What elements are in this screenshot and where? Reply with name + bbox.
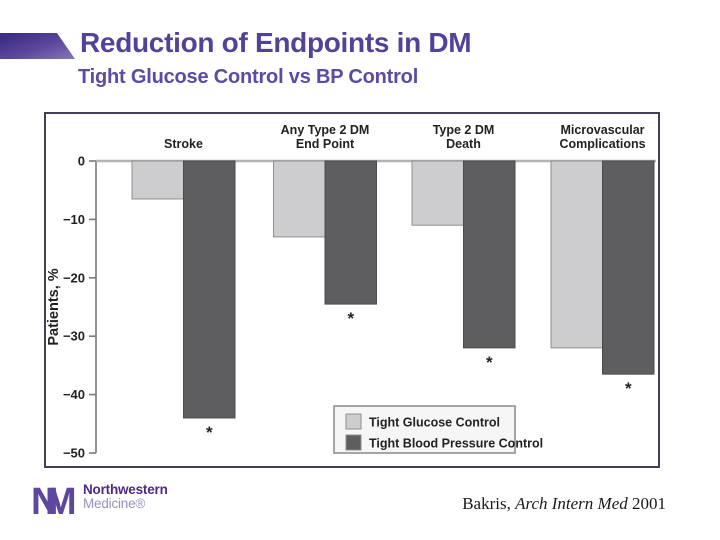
bar-series0-cat3 [550,160,603,349]
northwestern-medicine-logo: N M Northwestern Medicine® [31,481,168,521]
category-label: Microvascular Complications [559,123,645,151]
category-label: Any Type 2 DM End Point [281,123,370,151]
y-tick-label: 0 [78,154,85,169]
monogram-n: N [31,481,58,521]
y-tick-label: −20 [63,270,85,285]
logo-wordmark: Northwestern Medicine® [83,481,168,511]
category-label: Stroke [164,137,203,151]
legend-label: Tight Blood Pressure Control [369,437,543,451]
y-tick-label: −30 [63,329,85,344]
logo-line-medicine: Medicine® [83,496,146,512]
bar-series1-cat0 [183,160,236,419]
citation-journal: Arch Intern Med [515,494,628,513]
bar-series0-cat0 [131,160,184,200]
accent-swoosh-shape [0,33,75,59]
bar-series1-cat1 [324,160,377,305]
significance-asterisk: * [206,423,213,442]
bar-series1-cat2 [463,160,516,349]
bar-series1-cat3 [602,160,655,375]
citation-author: Bakris, [462,494,516,513]
legend-swatch [345,434,362,451]
significance-asterisk: * [486,353,493,372]
bar-series0-cat2 [411,160,464,226]
logo-line-northwestern: Northwestern [83,482,168,497]
significance-asterisk: * [625,379,632,398]
y-axis-title: Patients, % [46,268,62,345]
y-tick-label: −50 [63,446,85,461]
significance-asterisk: * [347,309,354,328]
nm-monogram-icon: N M [31,481,77,521]
chart-svg: 0 −10 −20 −30 −40 −50 Patients, % Stroke Any Typ… [46,123,656,461]
citation: Bakris, Arch Intern Med 2001 [462,494,666,514]
monogram-m: M [45,481,77,521]
legend-label: Tight Glucose Control [369,416,500,430]
y-tick-label: −40 [63,387,85,402]
endpoint-reduction-chart: 0 −10 −20 −30 −40 −50 Patients, % Stroke Any Typ… [44,112,660,468]
bar-series0-cat1 [273,160,326,238]
slide-title: Reduction of Endpoints in DM [80,27,472,58]
slide-subtitle: Tight Glucose Control vs BP Control [78,66,419,88]
y-tick-label: −10 [63,212,85,227]
category-label: Type 2 DM Death [433,123,495,151]
legend-swatch [345,413,362,430]
citation-year: 2001 [627,494,666,513]
legend-box [333,405,516,454]
